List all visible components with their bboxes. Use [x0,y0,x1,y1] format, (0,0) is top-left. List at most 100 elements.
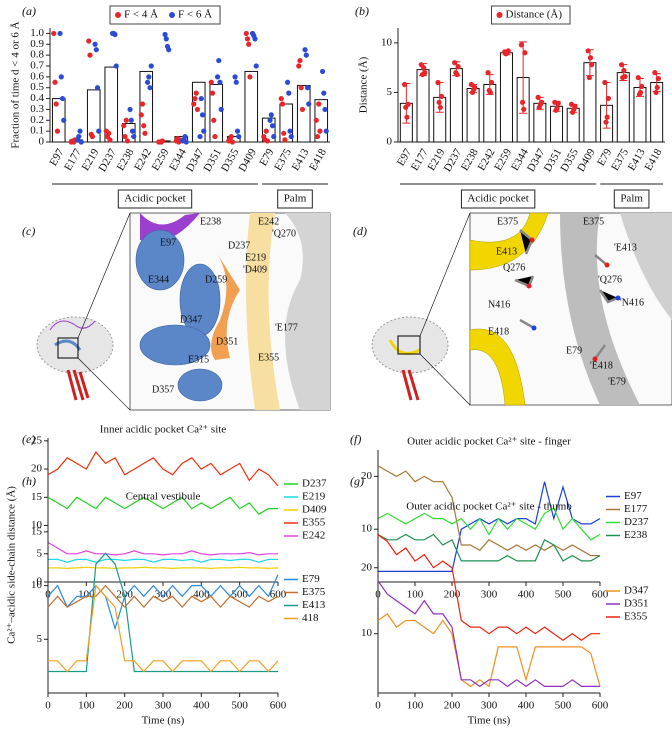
residue-label: 'E418 [590,360,613,371]
residue-label: 'E177 [275,322,298,333]
data-point [228,133,234,140]
data-point [589,62,595,68]
data-point [488,79,495,86]
shared-y-axis-label: Ca²⁺–acidic side-chain distance (Å) [6,486,18,644]
x-tick-label: E259 [150,146,172,173]
y-tick-label: 0 [387,136,393,148]
data-point [521,106,527,112]
data-point [323,128,329,134]
residue-label: E344 [148,274,169,285]
data-point [297,57,303,64]
y-tick-label: 0.9 [30,38,44,50]
data-point [436,99,442,105]
data-point [602,79,608,86]
data-point [302,47,308,53]
data-point [218,106,224,113]
y-tick-label: 0.6 [30,70,44,82]
x-tick-label: E418 [307,146,329,173]
x-tick-label: 500 [231,700,248,712]
data-point [299,106,306,113]
y-tick-label: 0.1 [30,125,44,137]
bar [449,68,463,143]
data-point [76,133,82,140]
data-point [585,48,591,54]
data-point [313,117,319,123]
legend-label: D237 [302,478,327,490]
data-point [319,68,326,75]
series-line [377,533,601,562]
data-point [61,117,67,123]
y-tick-label: 10 [381,36,393,48]
data-point [94,85,101,91]
data-point [455,64,461,70]
data-point [278,95,284,102]
data-point [622,73,628,80]
data-point [89,133,96,140]
residue-label: E315 [188,354,209,365]
data-point [637,89,644,96]
x-tick-label: 500 [555,589,572,601]
bar [416,69,430,143]
chart-title: Outer acidic pocket Ca²⁺ site - thumb [406,501,572,513]
bar [244,70,259,143]
data-point [199,112,206,118]
x-tick-label: 600 [592,700,609,712]
residue-label: D357 [152,384,174,395]
data-point [263,128,269,134]
data-point [166,47,172,53]
residue-label: E418 [488,326,509,337]
legend-label: D409 [302,504,327,516]
panel-label: (h) [22,474,36,488]
panel-label: (e) [22,432,35,446]
panel-label: (d) [353,224,367,238]
data-point [201,128,207,134]
legend-label: E355 [302,517,326,529]
data-point [123,117,129,123]
residue-label: E238 [200,216,221,227]
data-point [472,84,478,91]
data-point [268,112,274,118]
data-point [144,79,151,85]
legend-label: D351 [624,598,648,610]
legend-label: E97 [624,490,642,502]
data-point [421,65,427,71]
data-point [604,114,610,120]
y-tick-label: 10 [31,519,43,531]
data-point [618,62,625,68]
bar [616,72,630,143]
series-line [377,507,601,541]
x-tick-label: 600 [592,589,609,601]
data-point [162,31,168,38]
data-point [243,30,249,37]
data-point [253,63,259,69]
residue-label: E97 [160,237,176,248]
data-point [538,99,545,105]
data-point [505,48,511,54]
x-tick-label: 100 [407,700,424,712]
group-label: Acidic pocket [467,193,528,205]
y-tick-label: 0.7 [30,60,44,72]
chart-title: Central vestibule [126,491,201,503]
series-line [47,451,279,487]
data-point [78,139,84,145]
panel-label: (g) [350,474,364,488]
series-line [48,552,278,673]
y-tick-label: 5 [387,86,393,98]
chart-title: Inner acidic pocket Ca²⁺ site [100,424,227,436]
y-tick-label: 20 [361,561,373,573]
x-axis-label: Time (ns) [468,715,511,727]
chart-title: Outer acidic pocket Ca²⁺ site - finger [407,436,571,448]
data-point [113,63,119,69]
data-point [96,128,102,134]
data-point [252,36,258,42]
y-tick-label: 0 [37,576,43,588]
data-point [141,123,147,129]
y-tick-label: 0 [39,136,45,148]
data-point [122,133,128,140]
x-tick-label: 600 [270,589,287,601]
data-point [138,112,144,118]
data-point [572,103,578,109]
data-point [535,94,541,100]
data-point [57,30,63,37]
data-point [182,133,188,140]
